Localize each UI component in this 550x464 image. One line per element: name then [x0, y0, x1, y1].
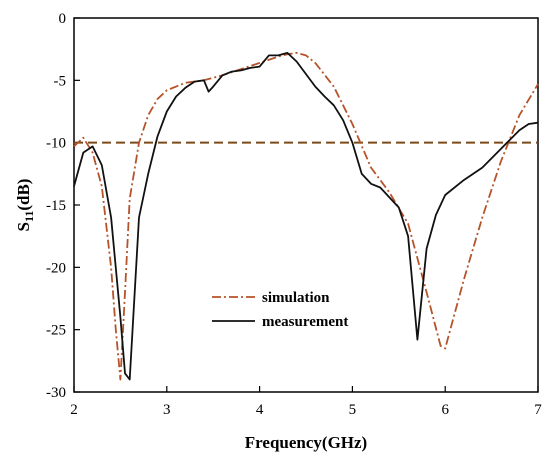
y-tick-label: -30	[46, 385, 66, 401]
x-tick-label: 6	[441, 402, 449, 418]
x-tick-label: 7	[534, 402, 542, 418]
x-tick-label: 2	[70, 402, 78, 418]
legend: simulation measurement	[212, 290, 348, 330]
x-tick-label: 3	[163, 402, 171, 418]
y-axis-title: S11(dB)	[14, 179, 36, 232]
legend-label-simulation: simulation	[262, 290, 330, 306]
y-axis-title-sub: 11	[22, 211, 36, 222]
x-tick-label: 4	[256, 402, 264, 418]
x-tick-label: 5	[349, 402, 357, 418]
series-line-measurement	[73, 52, 539, 381]
series-line-simulation	[73, 52, 539, 381]
y-tick-label: -10	[46, 136, 66, 152]
y-axis-title-main: S	[14, 222, 33, 231]
y-tick-label: -20	[46, 260, 66, 276]
y-tick-label: -15	[46, 198, 66, 214]
y-tick-label: 0	[59, 11, 67, 27]
x-axis-title: Frequency(GHz)	[245, 433, 367, 452]
y-tick-label: -5	[54, 73, 67, 89]
legend-label-measurement: measurement	[262, 314, 348, 330]
y-tick-label: -25	[46, 323, 66, 339]
y-axis-title-unit: (dB)	[14, 179, 33, 211]
